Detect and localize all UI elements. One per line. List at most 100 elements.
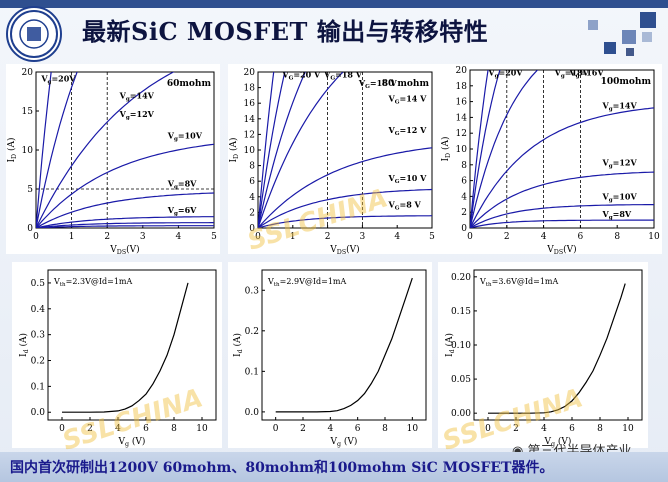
output-chart-60mohm-panel: 0 1 2 3 4 5 0 5 10 15 20 VDS(V) ID (A) Vg=20V Vg=14V Vg…	[6, 64, 220, 256]
series-label: Vg=8V	[167, 179, 197, 191]
series-line	[258, 72, 344, 228]
y-tick-label: 4	[461, 192, 467, 202]
university-logo	[6, 6, 62, 62]
y-tick-label: 15	[22, 107, 34, 117]
x-axis-label: Vg (V)	[544, 436, 572, 448]
x-tick-label: 10	[196, 424, 208, 434]
y-tick-label: 0.0	[31, 408, 46, 418]
x-tick-label: 2	[87, 424, 93, 434]
y-tick-label: 0.05	[451, 375, 471, 385]
slide-title: 最新SiC MOSFET 输出与转移特性	[82, 17, 489, 46]
y-tick-label: 12	[456, 129, 467, 139]
chart-corner-label: 100mohm	[601, 77, 652, 87]
y-tick-label: 8	[461, 161, 467, 171]
series-label: VG=20 V	[281, 69, 321, 81]
output-chart-100mohm: 0 2 4 6 8 10 0 2 4 6 8 10 12 14 16 18 20 VDS(V) ID (A) Vg=2…	[440, 66, 660, 256]
y-tick-label: 0	[461, 224, 467, 234]
threshold-annotation: Vth=2.3V@Id=1mA	[53, 277, 133, 288]
y-tick-label: 0.0	[245, 408, 260, 418]
x-tick-label: 0	[467, 232, 473, 242]
x-tick-label: 8	[171, 424, 177, 434]
x-tick-label: 4	[176, 232, 182, 242]
series-label: VG=10 V	[388, 173, 428, 185]
plot-area	[257, 71, 433, 229]
y-tick-label: 0.3	[31, 331, 46, 341]
series-line	[470, 204, 654, 228]
footer-bar	[0, 452, 668, 482]
series-label: VG=16 V	[358, 78, 398, 90]
x-tick-label: 0	[59, 424, 65, 434]
x-tick-label: 10	[648, 232, 660, 242]
y-axis-label: Id (A)	[444, 333, 456, 357]
plot-area	[35, 71, 215, 229]
x-tick-label: 8	[597, 424, 603, 434]
series-line	[470, 171, 654, 228]
y-axis-label: ID (A)	[440, 136, 452, 161]
series-line	[36, 216, 214, 228]
series-label: VG=12 V	[388, 125, 428, 137]
x-tick-label: 6	[578, 232, 584, 242]
y-tick-label: 6	[461, 177, 467, 187]
transfer-chart-80mohm-panel: 0 2 4 6 8 10 0.0 0.1 0.2 0.3 Vg (V) Id (A) Vth=2.9V@…	[228, 262, 432, 448]
series-line	[36, 225, 214, 228]
chart-corner-label: 60mohm	[167, 79, 212, 89]
series-label: Vg=8V	[601, 209, 631, 221]
plot-area	[473, 269, 643, 421]
y-tick-label: 0.1	[245, 367, 259, 377]
chart-corner-label: 80 mohm	[382, 79, 430, 89]
y-axis-label: ID (A)	[6, 137, 18, 162]
x-axis-label: Vg (V)	[118, 436, 146, 448]
x-tick-label: 10	[622, 424, 634, 434]
x-tick-label: 10	[407, 424, 419, 434]
y-tick-label: 16	[244, 99, 256, 109]
x-tick-label: 2	[504, 232, 510, 242]
x-tick-label: 0	[485, 424, 491, 434]
y-tick-label: 10	[22, 146, 34, 156]
y-tick-label: 0.4	[31, 305, 46, 315]
x-tick-label: 1	[69, 232, 75, 242]
x-tick-label: 6	[569, 424, 575, 434]
output-chart-60mohm: 0 1 2 3 4 5 0 5 10 15 20 VDS(V) ID (A) Vg=20V Vg=14V Vg…	[6, 68, 217, 256]
y-tick-label: 0.10	[451, 341, 471, 351]
transfer-chart-80mohm: 0 2 4 6 8 10 0.0 0.1 0.2 0.3 Vg (V) Id (A) Vth=2.9V@…	[232, 269, 427, 448]
x-tick-label: 3	[360, 232, 366, 242]
output-chart-100mohm-panel: 0 2 4 6 8 10 0 2 4 6 8 10 12 14 16 18 20 VDS(V) ID (A) Vg=2…	[436, 64, 662, 256]
series-line	[258, 188, 432, 228]
y-tick-label: 0.20	[451, 273, 471, 283]
y-tick-label: 0.5	[31, 279, 46, 289]
y-tick-label: 2	[249, 208, 255, 218]
series-label: VG=18 V	[323, 69, 363, 81]
series-line	[36, 192, 214, 228]
y-tick-label: 20	[456, 66, 468, 76]
transfer-curve	[275, 277, 413, 413]
transfer-chart-60mohm: 0 2 4 6 8 10 0.0 0.1 0.2 0.3 0.4 0.5 Vg (V) Id (A) Vth…	[18, 269, 217, 448]
series-line	[258, 215, 432, 228]
threshold-annotation: Vth=2.9V@Id=1mA	[267, 277, 347, 288]
series-label: Vg=12V	[601, 158, 637, 170]
series-line	[470, 107, 654, 228]
y-tick-label: 18	[456, 82, 468, 92]
series-line	[36, 143, 214, 228]
wechat-icon: ◉	[512, 444, 527, 459]
x-axis-label: VDS(V)	[546, 244, 576, 254]
y-axis-label: ID (A)	[228, 137, 240, 162]
y-axis-label: Id (A)	[232, 333, 244, 357]
series-label: VG=8 V	[388, 200, 422, 212]
series-label: Vg=12V	[119, 109, 155, 121]
series-line	[36, 222, 214, 228]
series-line	[258, 147, 432, 228]
y-tick-label: 0	[27, 224, 33, 234]
y-tick-label: 8	[249, 162, 255, 172]
y-tick-label: 10	[456, 145, 468, 155]
output-chart-80mohm-panel: 0 1 2 3 4 5 0 2 4 6 8 10 12 14 16 18 20 VDS(V) ID (A) VG=20…	[228, 64, 438, 256]
transfer-chart-60mohm-panel: 0 2 4 6 8 10 0.0 0.1 0.2 0.3 0.4 0.5 Vg (V) Id (A) Vth…	[12, 262, 222, 448]
transfer-curve	[62, 282, 189, 413]
plot-area	[47, 269, 217, 421]
series-label: Vg=10V	[167, 130, 203, 142]
x-tick-label: 4	[394, 232, 400, 242]
y-tick-label: 20	[22, 68, 34, 78]
x-tick-label: 3	[140, 232, 146, 242]
y-tick-label: 16	[456, 98, 468, 108]
y-tick-label: 6	[249, 177, 255, 187]
